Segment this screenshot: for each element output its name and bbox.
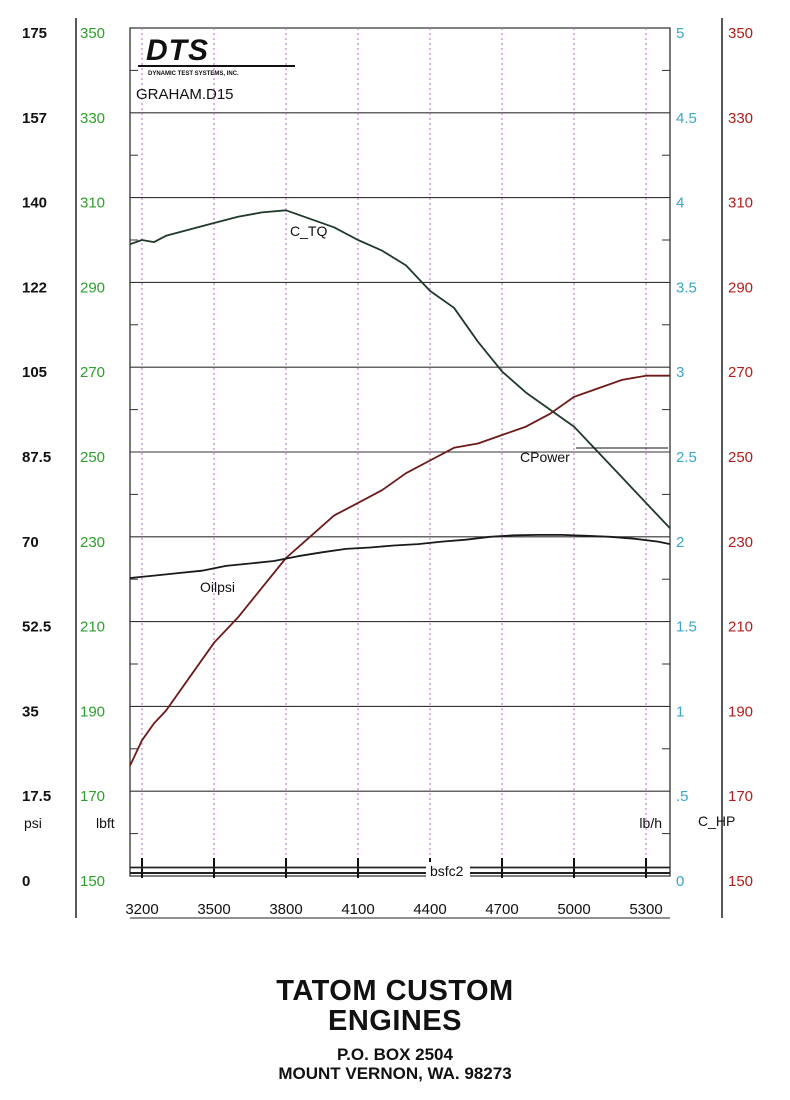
lbft-tick-label: 290: [80, 279, 105, 296]
x-tick-label: 3200: [125, 901, 158, 918]
x-tick-label: 4100: [341, 901, 374, 918]
hp-tick-label: 190: [728, 703, 753, 720]
company-name-line2: ENGINES: [327, 1005, 463, 1037]
lbh-tick-label: 1: [676, 703, 684, 720]
series-label-oilpsi: Oilpsi: [200, 579, 235, 595]
hp-tick-label: 350: [728, 25, 753, 42]
series-label-cpower: CPower: [520, 449, 570, 465]
psi-tick-label: 122: [22, 279, 47, 296]
psi-tick-label: 105: [22, 364, 47, 381]
lbh-tick-label: 2: [676, 534, 684, 551]
hp-tick-label: 310: [728, 195, 753, 212]
psi-tick-label: 35: [22, 703, 39, 720]
series-line-cpower: [129, 374, 670, 767]
logo-brand: DTS: [146, 34, 209, 67]
hp-tick-label: 230: [728, 534, 753, 551]
lbh-unit-label: lb/h: [639, 815, 662, 831]
hp-tick-label: 250: [728, 449, 753, 466]
x-tick-label: 3500: [197, 901, 230, 918]
company-name-line1: TATOM CUSTOM: [276, 975, 514, 1007]
lbh-tick-label: 5: [676, 25, 684, 42]
psi-tick-label: 140: [22, 195, 47, 212]
lbft-tick-label: 190: [80, 703, 105, 720]
address-line1: P.O. BOX 2504: [337, 1045, 453, 1064]
series-label-bsfc2: bsfc2: [430, 863, 464, 879]
series-line-c_tq: [129, 209, 671, 529]
hp-unit-label: C_HP: [698, 813, 735, 829]
lbft-tick-label: 250: [80, 449, 105, 466]
lbft-tick-label: 330: [80, 110, 105, 127]
lbh-tick-label: 0: [676, 873, 684, 890]
hp-tick-label: 170: [728, 788, 753, 805]
psi-tick-label: 87.5: [22, 449, 51, 466]
hp-tick-label: 210: [728, 619, 753, 636]
lbft-tick-label: 310: [80, 195, 105, 212]
lbft-tick-label: 350: [80, 25, 105, 42]
lbh-tick-label: 3.5: [676, 279, 697, 296]
x-tick-label: 4700: [485, 901, 518, 918]
psi-tick-label: 17.5: [22, 788, 51, 805]
hp-tick-label: 330: [728, 110, 753, 127]
lbft-tick-label: 150: [80, 873, 105, 890]
hp-tick-label: 270: [728, 364, 753, 381]
lbh-tick-label: 3: [676, 364, 684, 381]
series-line-oilpsi: [129, 534, 671, 579]
lbft-tick-label: 270: [80, 364, 105, 381]
dyno-chart: 3200 3500 3800 4100 4400 4700 5000 5300017.5355…: [22, 18, 753, 919]
logo-tagline: DYNAMIC TEST SYSTEMS, INC.: [148, 71, 239, 77]
series-label-bg: [426, 862, 470, 880]
lbh-tick-label: 2.5: [676, 449, 697, 466]
lbh-tick-label: 1.5: [676, 619, 697, 636]
psi-tick-label: 0: [22, 873, 30, 890]
lbh-tick-label: .5: [676, 788, 689, 805]
address-line2: MOUNT VERNON, WA. 98273: [278, 1064, 512, 1083]
hp-tick-label: 150: [728, 873, 753, 890]
x-tick-label: 5000: [557, 901, 590, 918]
psi-tick-label: 175: [22, 25, 47, 42]
lbh-tick-label: 4.5: [676, 110, 697, 127]
x-tick-label: 3800: [269, 901, 302, 918]
x-tick-label: 4400: [413, 901, 446, 918]
chart-title: GRAHAM.D15: [136, 86, 234, 103]
psi-unit-label: psi: [24, 815, 42, 831]
lbft-tick-label: 230: [80, 534, 105, 551]
series-label-c_tq: C_TQ: [290, 223, 327, 239]
lbft-tick-label: 170: [80, 788, 105, 805]
lbft-unit-label: lbft: [96, 815, 115, 831]
psi-tick-label: 52.5: [22, 619, 51, 636]
x-tick-label: 5300: [629, 901, 662, 918]
hp-tick-label: 290: [728, 279, 753, 296]
psi-tick-label: 157: [22, 110, 47, 127]
psi-tick-label: 70: [22, 534, 39, 551]
lbh-tick-label: 4: [676, 195, 684, 212]
lbft-tick-label: 210: [80, 619, 105, 636]
